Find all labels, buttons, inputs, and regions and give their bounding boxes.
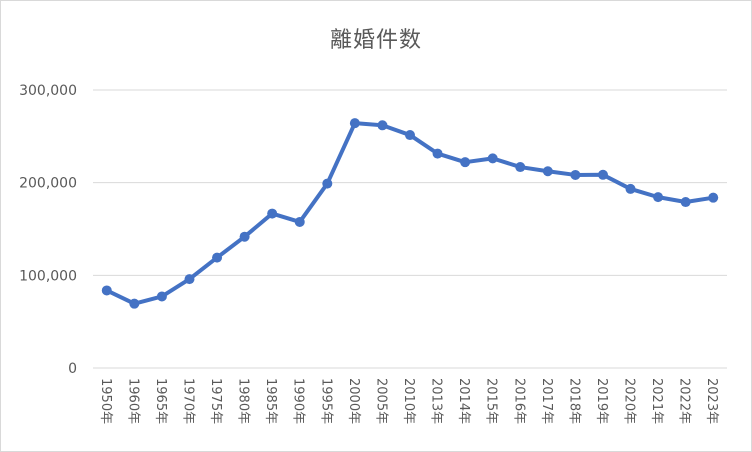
x-tick-label: 2017年 (539, 378, 554, 424)
x-tick-label: 2023年 (704, 378, 719, 424)
data-point (239, 231, 250, 242)
x-tick-label: 1990年 (291, 378, 306, 424)
x-axis-ticks: 1950年 1960年 1965年 1970年 1975年 1980年 1985年 1990年… (98, 378, 719, 424)
x-tick-label: 2015年 (484, 378, 499, 424)
x-tick-label: 1975年 (208, 378, 223, 424)
x-tick-label: 1960年 (125, 378, 140, 424)
data-point (129, 298, 140, 309)
x-tick-label: 1995年 (318, 378, 333, 424)
x-tick-label: 1950年 (98, 378, 113, 424)
x-tick-label: 2013年 (429, 378, 444, 424)
data-point (377, 120, 388, 131)
x-tick-label: 1985年 (263, 378, 278, 424)
data-point (212, 252, 223, 263)
y-tick-label: 200,000 (19, 176, 77, 192)
y-axis-ticks: 0 100,000 200,000 300,000 (19, 83, 77, 377)
x-tick-label: 2010年 (401, 378, 416, 424)
x-tick-label: 1980年 (236, 378, 251, 424)
y-tick-label: 300,000 (19, 83, 77, 99)
data-point (432, 148, 443, 159)
data-point (625, 183, 636, 194)
y-tick-label: 100,000 (19, 268, 77, 284)
x-tick-label: 2019年 (594, 378, 609, 424)
data-point (101, 285, 112, 296)
data-point (294, 216, 305, 227)
x-tick-label: 2014年 (456, 378, 471, 424)
data-point (349, 118, 360, 129)
x-tick-label: 2000年 (346, 378, 361, 424)
x-tick-label: 2005年 (373, 378, 388, 424)
x-tick-label: 2018年 (566, 378, 581, 424)
data-point (653, 192, 664, 203)
x-tick-label: 2022年 (677, 378, 692, 424)
data-point (322, 178, 333, 189)
data-point (487, 153, 498, 164)
data-point (708, 192, 719, 203)
x-tick-label: 1965年 (153, 378, 168, 424)
data-point (570, 169, 581, 180)
data-point (267, 208, 278, 219)
chart-title: 離婚件数 (329, 28, 422, 53)
data-point (680, 197, 691, 208)
x-tick-label: 2016年 (511, 378, 526, 424)
series-layer (101, 118, 719, 309)
data-point (460, 157, 471, 168)
x-tick-label: 1970年 (180, 378, 195, 424)
data-point (156, 291, 167, 302)
data-point (515, 162, 526, 173)
data-point (184, 274, 195, 285)
data-point (405, 130, 415, 141)
x-tick-label: 2021年 (649, 378, 664, 424)
x-tick-label: 2020年 (622, 378, 637, 424)
y-tick-label: 0 (68, 361, 77, 377)
data-point (597, 169, 608, 180)
series-line (104, 121, 716, 306)
data-point (542, 166, 553, 177)
